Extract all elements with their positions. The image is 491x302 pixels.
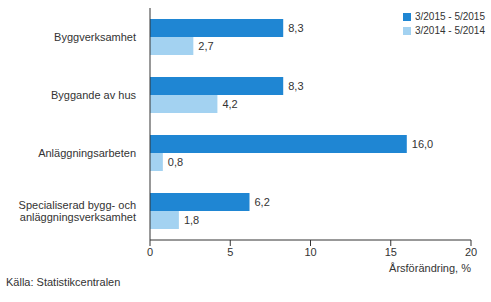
svg-text:20: 20 xyxy=(465,246,477,258)
svg-text:Specialiserad bygg- ochanläggn: Specialiserad bygg- ochanläggningsverksa… xyxy=(19,199,136,223)
html-text:3/2015 - 5/2015: 3/2015 - 5/2015 xyxy=(414,11,485,22)
svg-text:8,3: 8,3 xyxy=(288,22,303,34)
svg-text:Byggverksamhet: Byggverksamhet xyxy=(54,31,136,43)
svg-text:Årsförändring, %: Årsförändring, % xyxy=(389,262,471,274)
svg-text:10: 10 xyxy=(304,246,316,258)
svg-text:4,2: 4,2 xyxy=(222,98,237,110)
svg-text:8,3: 8,3 xyxy=(288,80,303,92)
svg-text:15: 15 xyxy=(385,246,397,258)
svg-text:2,7: 2,7 xyxy=(198,40,213,52)
svg-text:0: 0 xyxy=(147,246,153,258)
svg-text:Anläggningsarbeten: Anläggningsarbeten xyxy=(38,147,136,159)
svg-text:Byggande av hus: Byggande av hus xyxy=(51,89,137,101)
svg-text:5: 5 xyxy=(227,246,233,258)
svg-text:16,0: 16,0 xyxy=(412,138,433,150)
svg-text:0,8: 0,8 xyxy=(168,156,183,168)
svg-text:6,2: 6,2 xyxy=(255,196,270,208)
html-text:3/2014 - 5/2014: 3/2014 - 5/2014 xyxy=(414,25,485,36)
svg-text:1,8: 1,8 xyxy=(184,214,199,226)
html-text:Källa: Statistikcentralen: Källa: Statistikcentralen xyxy=(6,276,121,288)
